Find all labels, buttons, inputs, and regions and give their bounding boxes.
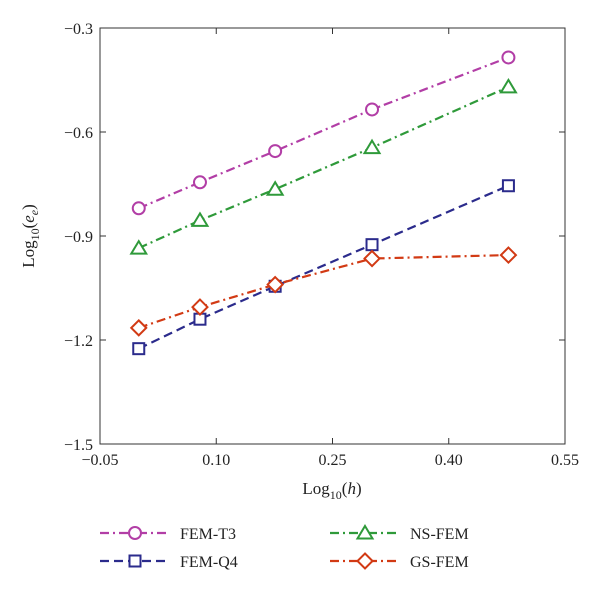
y-tick-label: −0.6: [64, 125, 93, 142]
data-point-gs-fem: [363, 249, 381, 268]
data-point-fem-q4: [501, 179, 515, 193]
legend: FEM-T3 NS-FEM FEM-Q4 GS-FEM: [100, 524, 469, 571]
data-point-fem-t3: [268, 144, 283, 159]
legend-label-fem-q4: FEM-Q4: [180, 554, 238, 571]
data-point-ns-fem: [499, 77, 518, 94]
legend-label-gs-fem: GS-FEM: [410, 554, 469, 571]
x-tick-label: 0.10: [202, 452, 230, 469]
data-point-fem-t3: [192, 175, 207, 190]
data-point-ns-fem: [265, 180, 285, 196]
x-axis-label: Log10(h): [302, 479, 361, 502]
legend-marker-gs-fem: [356, 552, 374, 570]
axis-ticks: −0.05 0.10 0.25 0.40 0.55 −0.3 −0.6 −0.9 −1.2 −1.…: [64, 21, 579, 469]
x-tick-label: −0.05: [81, 452, 118, 469]
x-tick-label: 0.55: [551, 452, 579, 469]
y-tick-label: −1.5: [64, 437, 93, 454]
y-tick-label: −1.2: [64, 333, 93, 350]
y-axis-label: Log10(ee): [19, 204, 42, 268]
data-point-ns-fem: [129, 239, 149, 255]
series-line-fem-q4: [138, 184, 509, 350]
legend-label-fem-t3: FEM-T3: [180, 526, 236, 543]
x-tick-label: 0.40: [435, 452, 463, 469]
data-point-gs-fem: [266, 275, 285, 294]
legend-marker-ns-fem: [355, 524, 375, 540]
series-line-gs-fem: [138, 253, 509, 329]
series-group: [129, 50, 518, 356]
data-point-fem-t3: [131, 201, 146, 216]
y-tick-label: −0.9: [64, 229, 93, 246]
data-point-fem-q4: [365, 238, 379, 252]
data-point-ns-fem: [362, 138, 382, 155]
x-tick-label: 0.25: [319, 452, 347, 469]
legend-marker-fem-q4: [128, 554, 142, 568]
plot-area: [99, 27, 566, 445]
data-point-fem-q4: [132, 342, 146, 356]
legend-marker-fem-t3: [128, 526, 142, 540]
legend-label-ns-fem: NS-FEM: [410, 526, 469, 543]
y-tick-label: −0.3: [64, 21, 93, 38]
data-point-gs-fem: [191, 298, 209, 316]
series-line-ns-fem: [138, 85, 509, 250]
data-point-ns-fem: [190, 211, 210, 227]
data-point-fem-t3: [365, 102, 380, 117]
data-point-gs-fem: [129, 318, 148, 337]
data-point-fem-t3: [501, 50, 516, 65]
data-point-gs-fem: [499, 246, 518, 264]
